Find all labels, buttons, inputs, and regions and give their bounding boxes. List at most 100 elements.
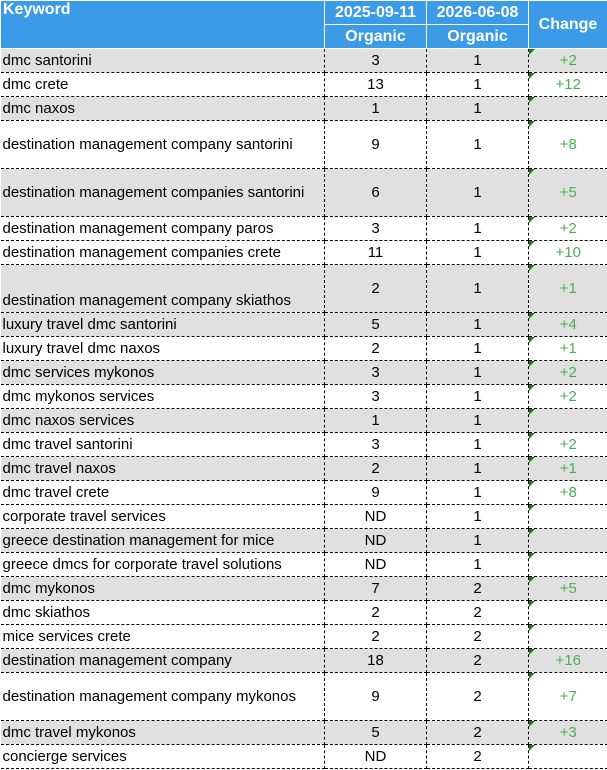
organic-2025-cell: 3 [324, 360, 427, 385]
change-cell: +5 [528, 168, 607, 217]
table-row: dmc travel naxos 2 1 +1 [0, 456, 607, 481]
change-cell: +4 [528, 312, 607, 337]
organic-2025-cell: 2 [324, 456, 427, 481]
organic-2025-cell: 13 [324, 72, 427, 97]
keyword-cell: dmc travel crete [0, 480, 325, 505]
organic-2026-cell: 2 [426, 744, 529, 769]
change-cell: +10 [528, 240, 607, 265]
table-row: destination management company skiathos 2… [0, 264, 607, 313]
table-row: corporate travel services ND 1 [0, 504, 607, 529]
organic-2025-cell: 6 [324, 168, 427, 217]
date2-column-header: 2026-06-08 [426, 0, 529, 25]
change-cell: +5 [528, 576, 607, 601]
change-cell: +7 [528, 672, 607, 721]
table-row: destination management company paros 3 1 +2 [0, 216, 607, 241]
table-row: dmc travel crete 9 1 +8 [0, 480, 607, 505]
table-row: dmc naxos services 1 1 [0, 408, 607, 433]
organic-2026-cell: 2 [426, 576, 529, 601]
change-cell: +8 [528, 480, 607, 505]
keyword-cell: mice services crete [0, 624, 325, 649]
table-row: greece destination management for mice ND… [0, 528, 607, 553]
keyword-cell: destination management companies crete [0, 240, 325, 265]
organic-2025-cell: 9 [324, 480, 427, 505]
keyword-cell: greece destination management for mice [0, 528, 325, 553]
table-row: greece dmcs for corporate travel solutio… [0, 552, 607, 577]
keyword-cell: destination management companies santori… [0, 168, 325, 217]
table-row: luxury travel dmc naxos 2 1 +1 [0, 336, 607, 361]
organic-2026-cell: 1 [426, 456, 529, 481]
organic-2025-cell: ND [324, 528, 427, 553]
change-cell: +1 [528, 456, 607, 481]
organic-2026-cell: 1 [426, 432, 529, 457]
organic-2026-cell: 1 [426, 216, 529, 241]
organic-2025-cell: 2 [324, 600, 427, 625]
organic-2025-cell: 2 [324, 336, 427, 361]
organic-2026-cell: 2 [426, 600, 529, 625]
organic-2025-cell: 5 [324, 312, 427, 337]
date1-organic-subheader: Organic [324, 24, 427, 49]
organic-2025-cell: 3 [324, 384, 427, 409]
table-row: dmc travel santorini 3 1 +2 [0, 432, 607, 457]
change-cell: +8 [528, 120, 607, 169]
organic-2026-cell: 1 [426, 312, 529, 337]
organic-2025-cell: ND [324, 744, 427, 769]
change-cell: +2 [528, 384, 607, 409]
organic-2026-cell: 1 [426, 96, 529, 121]
organic-2026-cell: 2 [426, 720, 529, 745]
organic-2026-cell: 1 [426, 336, 529, 361]
organic-2026-cell: 1 [426, 120, 529, 169]
organic-2026-cell: 1 [426, 552, 529, 577]
organic-2025-cell: ND [324, 504, 427, 529]
organic-2025-cell: 3 [324, 216, 427, 241]
change-cell: +1 [528, 264, 607, 313]
organic-2026-cell: 1 [426, 480, 529, 505]
change-cell: +12 [528, 72, 607, 97]
change-cell [528, 408, 607, 433]
table-row: destination management companies santori… [0, 168, 607, 217]
date2-organic-subheader: Organic [426, 24, 529, 49]
organic-2025-cell: 2 [324, 624, 427, 649]
change-cell: +2 [528, 216, 607, 241]
table-row: dmc crete 13 1 +12 [0, 72, 607, 97]
change-cell: +1 [528, 336, 607, 361]
change-cell: +3 [528, 720, 607, 745]
change-cell [528, 744, 607, 769]
table-row: destination management companies crete 11… [0, 240, 607, 265]
keyword-cell: destination management company santorini [0, 120, 325, 169]
organic-2026-cell: 2 [426, 624, 529, 649]
table-row: dmc mykonos services 3 1 +2 [0, 384, 607, 409]
keyword-cell: destination management company skiathos [0, 264, 325, 313]
keyword-cell: destination management company paros [0, 216, 325, 241]
organic-2026-cell: 1 [426, 240, 529, 265]
change-cell [528, 96, 607, 121]
organic-2026-cell: 1 [426, 408, 529, 433]
change-cell [528, 600, 607, 625]
organic-2025-cell: 3 [324, 432, 427, 457]
change-cell [528, 552, 607, 577]
keyword-cell: dmc travel santorini [0, 432, 325, 457]
change-cell: +16 [528, 648, 607, 673]
keyword-cell: dmc crete [0, 72, 325, 97]
keyword-cell: dmc naxos [0, 96, 325, 121]
table-row: dmc travel mykonos 5 2 +3 [0, 720, 607, 745]
organic-2025-cell: 7 [324, 576, 427, 601]
table-row: luxury travel dmc santorini 5 1 +4 [0, 312, 607, 337]
table-row: destination management company santorini… [0, 120, 607, 169]
keyword-cell: dmc mykonos [0, 576, 325, 601]
table-row: dmc services mykonos 3 1 +2 [0, 360, 607, 385]
keyword-cell: dmc services mykonos [0, 360, 325, 385]
keyword-cell: destination management company [0, 648, 325, 673]
keyword-cell: corporate travel services [0, 504, 325, 529]
organic-2025-cell: 1 [324, 96, 427, 121]
table-row: dmc naxos 1 1 [0, 96, 607, 121]
keyword-cell: dmc skiathos [0, 600, 325, 625]
table-row: destination management company 18 2 +16 [0, 648, 607, 673]
change-column-header: Change [528, 0, 607, 49]
keyword-cell: dmc naxos services [0, 408, 325, 433]
table-row: destination management company mykonos 9 2… [0, 672, 607, 721]
keyword-column-header: Keyword [0, 0, 325, 49]
change-cell: +2 [528, 48, 607, 73]
keyword-cell: dmc travel mykonos [0, 720, 325, 745]
organic-2025-cell: 1 [324, 408, 427, 433]
